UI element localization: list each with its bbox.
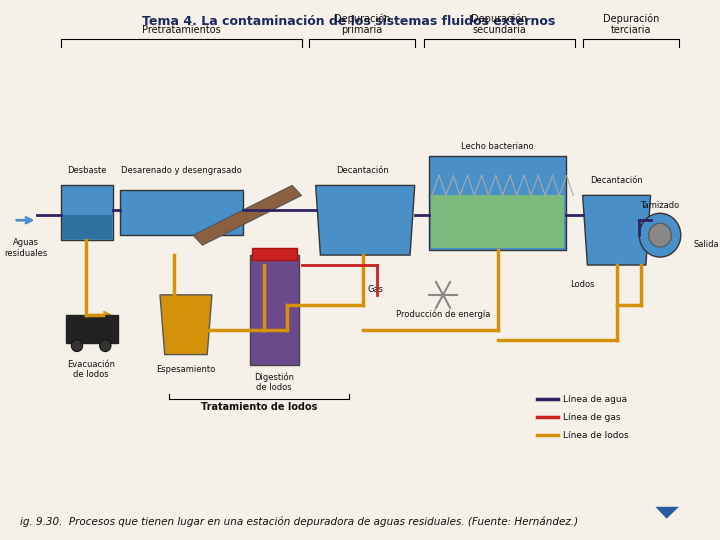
- Polygon shape: [655, 507, 679, 519]
- Polygon shape: [193, 185, 302, 245]
- Text: Lecho bacteriano: Lecho bacteriano: [462, 141, 534, 151]
- Text: Decantación: Decantación: [590, 177, 643, 185]
- Text: Tema 4. La contaminación de los sistemas fluidos externos: Tema 4. La contaminación de los sistemas…: [142, 15, 555, 28]
- Text: ig. 9.30.  Procesos que tienen lugar en una estación depuradora de aguas residua: ig. 9.30. Procesos que tienen lugar en u…: [20, 516, 578, 526]
- Bar: [429, 156, 566, 250]
- Circle shape: [649, 223, 671, 247]
- Polygon shape: [315, 185, 415, 255]
- Text: Evacuación
de lodos: Evacuación de lodos: [67, 360, 115, 379]
- Bar: [66, 315, 117, 342]
- Polygon shape: [582, 195, 651, 265]
- Circle shape: [71, 340, 83, 352]
- Text: Espesamiento: Espesamiento: [156, 364, 215, 374]
- Text: Producción de energía: Producción de energía: [396, 310, 490, 319]
- Text: Tamizado: Tamizado: [640, 201, 680, 210]
- Text: Lodos: Lodos: [570, 280, 595, 289]
- Bar: [250, 255, 299, 364]
- Text: Línea de lodos: Línea de lodos: [563, 430, 629, 440]
- Text: Aguas
residuales: Aguas residuales: [4, 238, 48, 258]
- Bar: [62, 215, 112, 239]
- Circle shape: [639, 213, 681, 257]
- Bar: [120, 191, 243, 235]
- Text: Línea de gas: Línea de gas: [563, 413, 621, 422]
- Bar: [61, 185, 113, 240]
- Text: Depuración
primaria: Depuración primaria: [334, 13, 390, 35]
- Bar: [431, 195, 564, 248]
- Text: Gas: Gas: [368, 285, 384, 294]
- Text: Salida: Salida: [694, 240, 719, 249]
- Text: Decantación: Decantación: [336, 166, 390, 176]
- Text: Desbaste: Desbaste: [67, 166, 106, 176]
- Text: Depuración
terciaria: Depuración terciaria: [603, 13, 659, 35]
- Text: Tratamiento de lodos: Tratamiento de lodos: [201, 402, 318, 413]
- Text: Digestión
de lodos: Digestión de lodos: [254, 373, 294, 393]
- Text: Depuración
secundaria: Depuración secundaria: [472, 13, 528, 35]
- Text: Desarenado y desengrasado: Desarenado y desengrasado: [122, 166, 242, 176]
- Text: Línea de agua: Línea de agua: [563, 395, 627, 404]
- Polygon shape: [160, 295, 212, 355]
- Bar: [251, 248, 297, 260]
- Text: Pretratamientos: Pretratamientos: [142, 25, 220, 35]
- Circle shape: [99, 340, 111, 352]
